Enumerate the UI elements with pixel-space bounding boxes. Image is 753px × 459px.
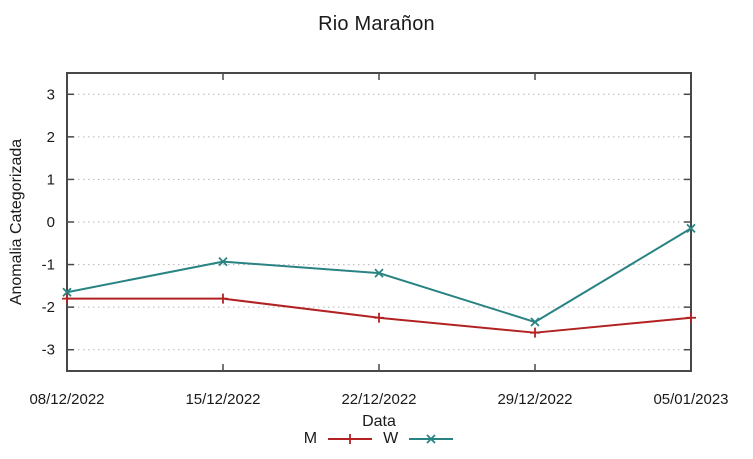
y-tick-label: 1 [47,171,55,188]
series-marker-M [62,293,72,304]
x-tick-label: 15/12/2022 [185,391,260,408]
legend-label-W: W [383,430,399,447]
series-marker-W [686,223,696,234]
legend-marker-W [426,434,436,444]
x-tick-label: 08/12/2022 [29,391,104,408]
chart-title: Rio Marañon [318,13,435,35]
y-tick-label: 2 [47,129,55,146]
legend-label-M: M [303,430,318,447]
series-marker-M [374,312,384,323]
series-marker-W [374,268,384,278]
y-tick-label: 3 [47,86,55,103]
y-tick-label: 0 [47,214,55,231]
legend-sample-M [328,434,373,444]
series-marker-W [62,287,72,297]
x-tick-label: 05/01/2023 [653,391,728,408]
y-tick-label: -1 [42,257,55,274]
legend-item-W: W [383,430,454,448]
y-axis-title: Anomalia Categorizada [8,138,25,306]
series-line-W [66,227,692,324]
legend-item-M: M [304,430,373,448]
series-marker-M [530,327,540,338]
x-tick-label: 22/12/2022 [341,391,416,408]
x-tick-label: 29/12/2022 [497,391,572,408]
y-tick-label: -3 [42,342,55,359]
y-tick-label: -2 [42,299,55,316]
x-axis-title: Data [362,413,396,430]
series-marker-M [218,293,228,304]
series-marker-W [530,317,540,327]
series-marker-M [686,312,696,323]
legend-sample-W [409,434,454,444]
series-marker-W [218,256,228,267]
legend-marker-M [345,434,356,444]
